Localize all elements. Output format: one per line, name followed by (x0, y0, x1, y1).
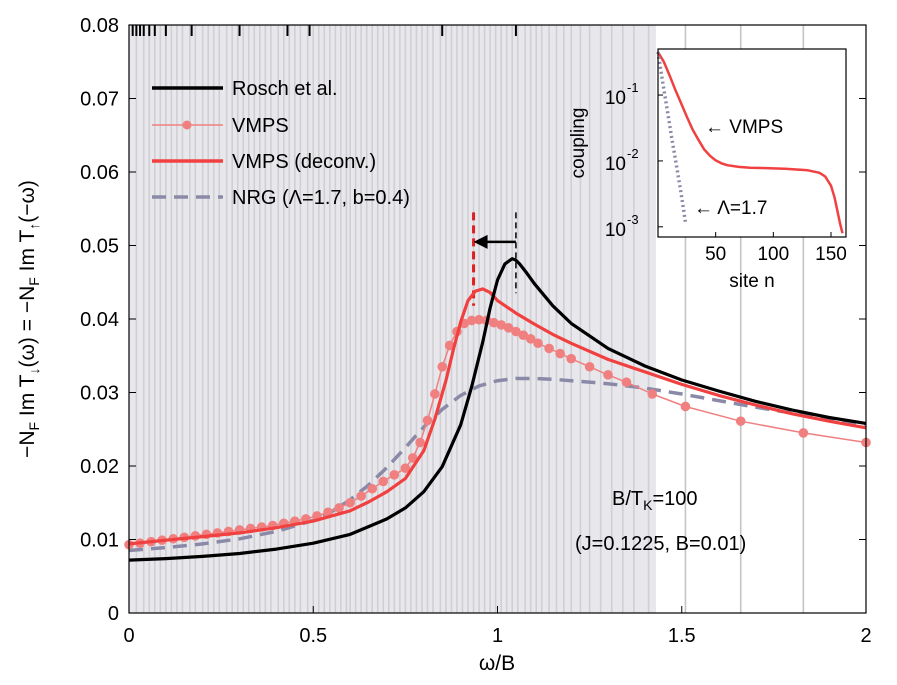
y-tick-label: 0.08 (80, 15, 119, 37)
series-line-2 (128, 287, 867, 546)
vmps-data-point (444, 340, 455, 351)
vmps-data-point (603, 370, 613, 380)
vmps-data-point (407, 453, 418, 463)
y-axis-title: −NF Im T↓(ω) = −NF Im T↑(−ω) (16, 180, 42, 458)
vmps-data-point (422, 415, 433, 426)
vmps-data-point (566, 353, 576, 364)
x-tick-label: 1 (492, 625, 503, 647)
vmps-data-point (389, 470, 400, 480)
vmps-data-point (735, 416, 746, 426)
inset-label-lambda: ← Λ=1.7 (694, 198, 767, 219)
inset-x-tick-label: 50 (705, 244, 726, 265)
vmps-data-point (503, 323, 514, 333)
y-tick-label: 0.07 (80, 89, 119, 111)
inset-y-tick-exponent: -3 (627, 212, 639, 227)
vmps-data-point (334, 503, 344, 513)
vmps-data-point (621, 377, 632, 388)
vmps-data-point (680, 401, 691, 412)
vmps-data-point (533, 338, 543, 349)
vmps-data-point (798, 428, 809, 438)
peak-shift-markers (472, 212, 517, 306)
vmps-data-point (525, 334, 536, 344)
vmps-data-point (584, 361, 595, 372)
annotation-subscript-k: K (643, 497, 653, 513)
vmps-data-point (345, 497, 355, 508)
inset-y-tick-exponent: -1 (627, 80, 639, 95)
series-line-3 (128, 376, 867, 553)
inset-y-tick-label: 10 (605, 220, 626, 241)
x-tick-label: 2 (860, 625, 871, 647)
parameter-annotation: B/TK=100 (J=0.1225, B=0.01) (575, 488, 746, 555)
inset-series (656, 51, 844, 234)
vmps-data-point (647, 389, 658, 399)
top-edge-ticks (131, 25, 517, 36)
y-tick-label: 0 (108, 603, 119, 625)
inset-axes-frame (657, 48, 847, 238)
inset-series-line-0 (656, 51, 844, 234)
vmps-data-point (415, 437, 425, 448)
vmps-data-point (378, 476, 389, 487)
vmps-data-point (518, 330, 529, 340)
main-axis-ticks: 0 0.5 1 1.5 2 0 0.01 0.02 0.03 0.04 0.05 0.06 0.07 0.… (80, 15, 872, 647)
series-line-0 (128, 257, 867, 562)
annotation-ratio-value: =100 (652, 488, 697, 510)
legend-marker-vmps (182, 120, 192, 130)
inset-label-vmps: ← VMPS (705, 117, 783, 138)
vmps-data-point (367, 483, 378, 494)
vmps-data-point (489, 317, 499, 328)
legend: Rosch et al. VMPS VMPS (deconv.) NRG (Λ=… (152, 78, 410, 209)
x-tick-label: 0.5 (299, 625, 327, 647)
y-tick-label: 0.01 (80, 530, 119, 552)
inset-y-tick-exponent: -2 (627, 146, 639, 161)
vmps-data-point (544, 343, 554, 354)
peak-shift-arrowhead (473, 234, 488, 249)
vmps-data-point (430, 389, 440, 399)
main-plot-series (124, 257, 871, 562)
inset-y-title: coupling (568, 108, 589, 179)
legend-label-vmps-deconv: VMPS (deconv.) (232, 151, 376, 173)
y-tick-label: 0.05 (80, 236, 119, 258)
inset-x-tick-label: 150 (815, 244, 847, 265)
annotation-b-over-t: B/T (612, 488, 643, 510)
x-axis-title: ω/B (479, 652, 515, 675)
x-tick-label: 1.5 (668, 625, 696, 647)
y-tick-label: 0.04 (80, 309, 119, 331)
vmps-data-point (496, 320, 506, 330)
y-tick-label: 0.02 (80, 456, 119, 478)
vmps-data-point (511, 326, 521, 337)
vmps-data-point (400, 463, 411, 474)
vmps-data-point (356, 491, 366, 501)
legend-label-rosch: Rosch et al. (232, 78, 338, 100)
inset-background (658, 49, 846, 237)
inset-y-tick-label: 10 (605, 154, 626, 175)
vmps-data-point (466, 315, 477, 326)
annotation-line-1: B/TK=100 (612, 488, 698, 513)
legend-label-nrg: NRG (Λ=1.7, b=0.4) (232, 187, 410, 209)
inset-y-tick-label: 10 (605, 88, 626, 109)
vmps-data-point (437, 361, 448, 372)
inset-x-title: site n (729, 271, 774, 292)
inset-series-line-1 (656, 51, 688, 225)
y-tick-label: 0.06 (80, 162, 119, 184)
x-tick-label: 0 (123, 625, 134, 647)
annotation-line-2: (J=0.1225, B=0.01) (575, 533, 746, 555)
vmps-data-point (555, 348, 565, 359)
inset-x-tick-label: 100 (757, 244, 789, 265)
legend-label-vmps: VMPS (232, 115, 289, 137)
y-tick-label: 0.03 (80, 383, 119, 405)
vmps-data-point (474, 314, 484, 325)
